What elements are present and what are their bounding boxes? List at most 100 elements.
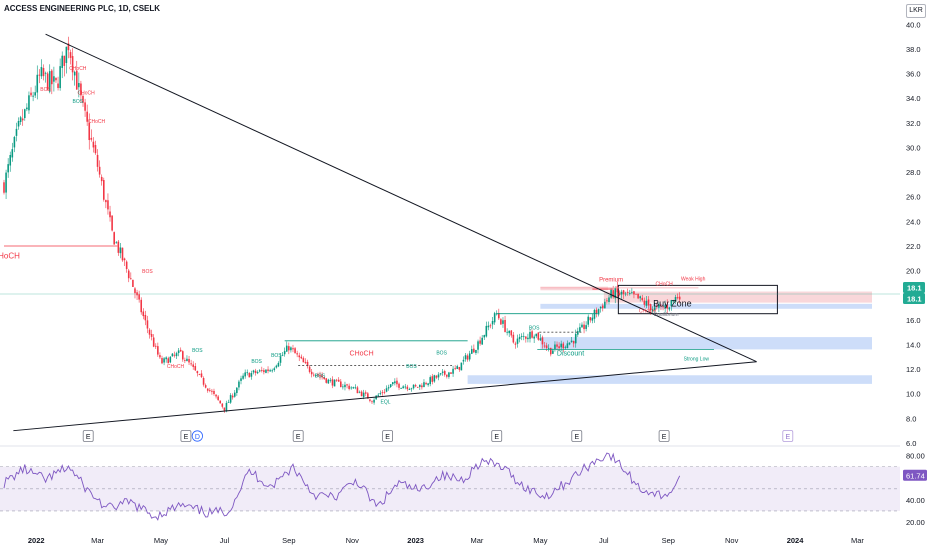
candle-body xyxy=(641,297,644,301)
candle-body xyxy=(148,329,151,335)
time-axis[interactable]: 2022 Mar May Jul Sep Nov 2023 Mar May Jul Sep Nov 20… xyxy=(28,536,865,545)
candle-body xyxy=(545,345,548,349)
candle-body xyxy=(656,306,658,308)
candle-body xyxy=(275,365,278,368)
candle-body xyxy=(354,387,357,389)
candle-body xyxy=(82,95,84,103)
candle-body xyxy=(595,309,598,314)
candle-body xyxy=(271,370,273,372)
candle-body xyxy=(562,343,565,349)
candle-body xyxy=(233,392,236,397)
candle-body xyxy=(188,358,190,363)
candle-body xyxy=(105,200,107,203)
candle-body xyxy=(358,391,361,393)
earnings-marker xyxy=(180,430,192,442)
candle-body xyxy=(15,128,18,136)
candle-body xyxy=(531,331,533,338)
candle-body xyxy=(75,70,78,90)
candle-body xyxy=(333,379,336,387)
candle-body xyxy=(225,402,228,412)
candle-body xyxy=(421,385,423,388)
trendlines-layer xyxy=(13,33,757,432)
earnings-marker xyxy=(658,430,670,442)
candle-body xyxy=(7,164,9,173)
candle-body xyxy=(78,83,80,88)
candle-body xyxy=(458,367,461,370)
candle-body xyxy=(352,387,355,389)
candle-body xyxy=(678,296,681,300)
price-tick-label: 40.0 xyxy=(906,20,921,29)
candle-body xyxy=(115,242,118,244)
candle-body xyxy=(26,107,28,110)
earnings-marker xyxy=(782,430,794,442)
candle-body xyxy=(65,46,68,63)
candle-body xyxy=(38,74,41,76)
time-tick-label: May xyxy=(533,536,547,545)
candle-body xyxy=(206,388,209,391)
candle-body xyxy=(3,182,5,193)
candle-body xyxy=(529,331,531,339)
annotation-weak-high: Weak High xyxy=(681,276,706,282)
candle-body xyxy=(61,55,64,68)
rsi-tick-label: 80.00 xyxy=(906,452,925,461)
candle-body xyxy=(48,71,51,92)
candle-body xyxy=(398,383,400,388)
candle-body xyxy=(63,55,66,66)
candle-body xyxy=(620,291,623,295)
candle-body xyxy=(246,372,249,374)
candle-body xyxy=(466,355,469,360)
candle-body xyxy=(618,293,621,296)
candle-body xyxy=(572,340,575,344)
candle-body xyxy=(177,350,180,354)
candle-body xyxy=(100,176,103,182)
candle-body xyxy=(204,385,207,388)
candle-body xyxy=(470,349,473,354)
annotation-bos: BOS xyxy=(142,269,153,275)
zone-box xyxy=(540,303,872,309)
candle-body xyxy=(473,348,475,353)
event-marker-label: D xyxy=(195,434,200,441)
candle-body xyxy=(514,343,517,345)
candle-body xyxy=(146,320,149,329)
candle-body xyxy=(556,344,558,347)
currency-button[interactable]: LKR xyxy=(906,4,926,18)
event-marker-label: E xyxy=(86,434,91,441)
candle-body xyxy=(192,364,194,367)
candle-body xyxy=(23,109,26,119)
candle-body xyxy=(610,289,612,298)
candle-body xyxy=(541,337,544,345)
time-tick-label: Sep xyxy=(282,536,295,545)
candle-body xyxy=(672,300,675,302)
annotation-choch: CHoCH xyxy=(639,308,657,314)
annotation-bos: BOS xyxy=(315,374,326,380)
candle-body xyxy=(342,386,344,388)
candle-body xyxy=(512,334,515,343)
price-axis[interactable]: 40.0 38.0 36.0 34.0 32.0 30.0 28.0 26.0 24.0 22.0… xyxy=(903,20,925,448)
candle-body xyxy=(217,396,219,400)
time-tick-label: Nov xyxy=(725,536,739,545)
candle-body xyxy=(55,77,57,81)
candle-body xyxy=(321,375,323,378)
candle-body xyxy=(379,393,382,395)
candle-body xyxy=(448,372,450,377)
candle-body xyxy=(394,381,396,384)
candle-body xyxy=(171,353,174,357)
candle-body xyxy=(154,345,157,347)
candle-body xyxy=(36,74,39,93)
candle-body xyxy=(312,374,315,376)
structure-layer xyxy=(4,245,714,366)
candle-body xyxy=(273,368,276,371)
candle-body xyxy=(487,325,490,328)
candle-body xyxy=(616,286,619,293)
candle-body xyxy=(140,299,143,313)
candle-body xyxy=(543,345,546,347)
candle-body xyxy=(315,374,317,376)
candle-body xyxy=(479,340,481,344)
candle-body xyxy=(167,358,170,364)
event-marker-label: E xyxy=(296,434,301,441)
candle-body xyxy=(223,407,226,411)
rsi-last-label: 61.74 xyxy=(906,471,925,480)
candle-body xyxy=(69,52,72,58)
